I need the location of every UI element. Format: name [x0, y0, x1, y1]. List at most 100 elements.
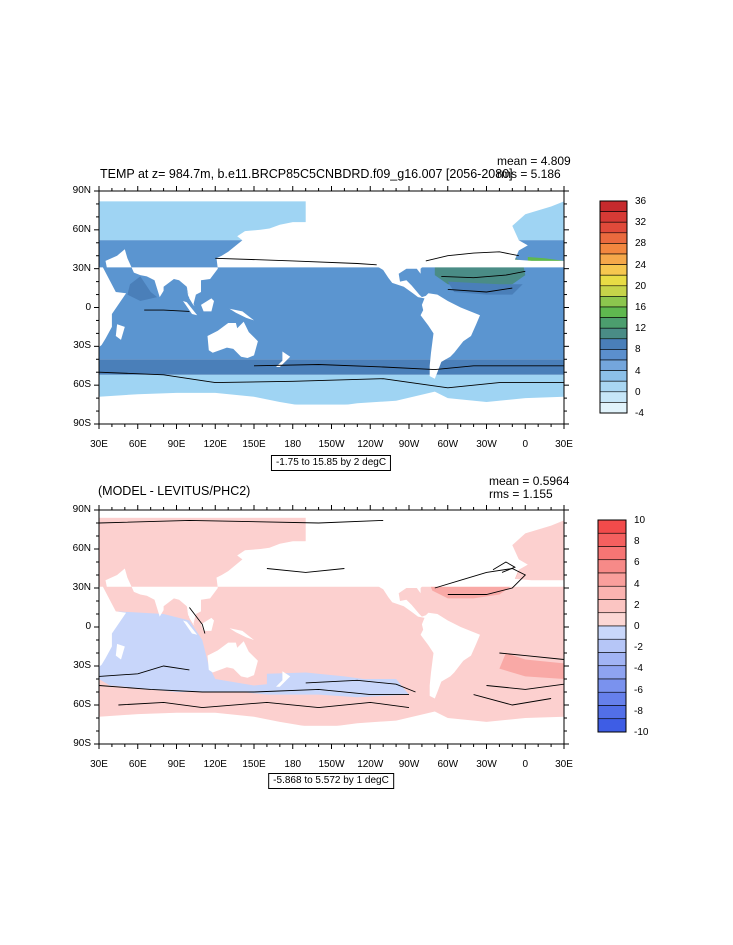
colorbar-swatch	[597, 599, 627, 614]
panel1-rms: rms = 5.186	[497, 167, 561, 181]
contour-line	[492, 561, 516, 573]
land-nz	[276, 671, 291, 687]
colorbar-swatch	[597, 665, 627, 680]
land-australia	[207, 321, 258, 358]
south-atlantic-positive	[499, 653, 564, 679]
land-africa	[99, 267, 127, 353]
land-greenland	[441, 519, 500, 549]
lat-label: 30S	[73, 660, 91, 671]
colorbar-swatch	[597, 638, 627, 653]
colorbar-swatch	[597, 718, 627, 733]
lon-label: 0	[522, 759, 529, 770]
lat-label: 60N	[72, 543, 91, 554]
land-namerica	[305, 200, 493, 379]
colorbar-label: 32	[635, 217, 647, 229]
lat-label: 30N	[72, 582, 91, 593]
lon-label: 30E	[90, 759, 108, 770]
lon-label: 90E	[167, 439, 186, 450]
land-japan	[228, 572, 244, 586]
lat-label: 60S	[73, 379, 91, 391]
colorbar-label: 2	[634, 599, 640, 611]
land-borneo	[201, 617, 214, 631]
land-australia	[207, 641, 258, 678]
lon-label: 150W	[318, 759, 345, 770]
colorbar-label: 8	[634, 536, 640, 548]
panel1-mean: mean = 4.809	[497, 154, 571, 168]
southern-band	[99, 359, 564, 375]
lat-label: 0	[85, 301, 91, 313]
panel2-mean: mean = 0.5964	[489, 474, 570, 488]
contour-line	[253, 364, 564, 371]
lon-label: 30W	[476, 439, 497, 450]
lon-label: 120E	[203, 759, 227, 770]
lon-label: 150E	[242, 439, 266, 450]
colorbar-swatch	[597, 532, 627, 547]
colorbar-swatch	[597, 625, 627, 640]
panel2-title: (MODEL - LEVITUS/PHC2)	[98, 484, 251, 498]
lon-label: 30E	[555, 439, 573, 450]
lon-label: 90E	[167, 759, 186, 770]
colorbar-label: 28	[635, 238, 647, 250]
contour-line	[118, 701, 410, 709]
south-pacific-negative	[266, 672, 397, 695]
contour-line	[99, 519, 384, 524]
contour-line	[99, 665, 190, 677]
land-newguinea	[229, 628, 254, 640]
land-madagascar	[115, 643, 125, 660]
contour-line	[486, 683, 564, 690]
lat-label: 90S	[73, 738, 91, 749]
colorbar-label: 24	[635, 259, 647, 271]
contour-line	[473, 694, 552, 706]
panel2-rms: rms = 1.155	[489, 487, 553, 501]
lat-label: 30S	[73, 340, 91, 352]
colorbar-frame	[597, 519, 627, 733]
contour-line	[441, 270, 526, 279]
lon-label: 60W	[437, 759, 459, 770]
colorbar-label: 20	[635, 280, 647, 292]
colorbar-label: 10	[634, 515, 646, 526]
lon-label: 90W	[398, 759, 420, 770]
colorbar-swatch	[597, 612, 627, 627]
southern-positive-band	[99, 685, 435, 713]
lon-label: 0	[522, 439, 529, 450]
contour-line	[266, 568, 345, 573]
land-sumatra	[183, 620, 198, 635]
contour-line	[499, 652, 564, 660]
panel1-title: TEMP at z= 984.7m, b.e11.BRCP85C5CNBDRD.…	[100, 167, 513, 181]
contour-line	[144, 309, 190, 312]
colorbar-label: -10	[634, 727, 649, 738]
land-namerica	[305, 519, 493, 699]
lon-label: 60E	[128, 759, 147, 770]
land-africa	[99, 586, 127, 673]
colorbar-label: -2	[634, 642, 643, 654]
colorbar-swatch	[597, 678, 627, 693]
land-japan	[228, 253, 244, 267]
arabian-sea-region	[127, 276, 158, 301]
contour-line	[305, 679, 416, 693]
lat-label: 90N	[72, 504, 91, 515]
colorbar-label: 12	[635, 323, 647, 335]
colorbar-label: 6	[634, 557, 640, 569]
lon-label: 180	[284, 759, 302, 770]
colorbar-swatch	[597, 519, 627, 534]
colorbar-label: -4	[634, 663, 643, 675]
land-antarctica	[99, 711, 564, 744]
colorbar-label: 0	[634, 621, 640, 632]
contour-line	[215, 257, 377, 266]
atlantic-tropical-region	[447, 281, 523, 295]
land-madagascar	[115, 324, 125, 340]
lat-label: 60S	[73, 699, 91, 710]
lon-label: 60W	[437, 439, 459, 450]
panel2-field	[99, 510, 564, 744]
panel1-colorbar	[599, 200, 628, 414]
contour-line	[425, 251, 519, 262]
panel2-range-label: -5.868 to 5.572 by 1 degC	[268, 773, 394, 789]
lon-label: 150E	[242, 759, 266, 770]
lon-label: 90W	[398, 439, 420, 450]
contour-line	[189, 607, 206, 634]
contour-line	[434, 568, 527, 595]
colorbar-label: 16	[635, 302, 647, 313]
colorbar-label: 4	[635, 365, 641, 377]
land-newguinea	[229, 308, 254, 321]
